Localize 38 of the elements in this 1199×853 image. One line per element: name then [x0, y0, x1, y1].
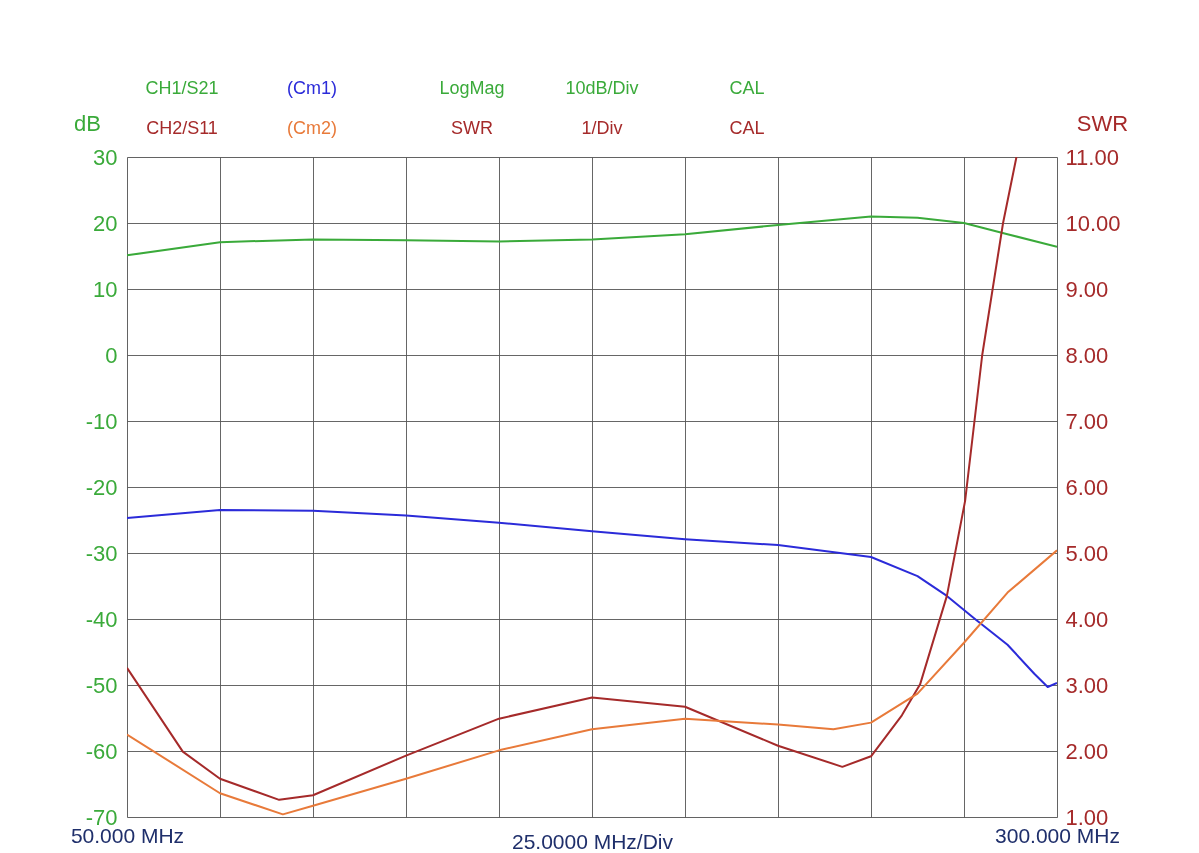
- y2-tick-label: 9.00: [1065, 276, 1109, 302]
- text: (Cm2): [287, 118, 337, 138]
- y2-tick-label: 10.00: [1065, 210, 1121, 236]
- y2-tick-label: 7.00: [1065, 408, 1109, 434]
- y-tick-label: -20: [85, 474, 118, 500]
- y2-tick-label: 1.00: [1065, 804, 1109, 830]
- line-series: [127, 215, 1057, 257]
- line-series: [127, 509, 1057, 688]
- y2-tick-label: 4.00: [1065, 606, 1109, 632]
- y-tick-label: 0: [105, 342, 118, 368]
- y2-tick-label: 2.00: [1065, 738, 1109, 764]
- y2-tick-label: 8.00: [1065, 342, 1109, 368]
- text: CAL: [729, 78, 765, 98]
- text: LogMag: [439, 78, 505, 98]
- y2-tick-label: 11.00: [1065, 144, 1119, 170]
- y2-axis-title: SWR: [1076, 110, 1129, 136]
- line-series: [127, 157, 1018, 801]
- text: CAL: [729, 118, 765, 138]
- y-tick-label: -60: [85, 738, 118, 764]
- y2-tick-label: 3.00: [1065, 672, 1109, 698]
- text: (Cm1): [287, 78, 337, 98]
- y-tick-label: -70: [85, 804, 118, 830]
- y-tick-label: 30: [93, 144, 118, 170]
- x-axis-title: 25.0000 MHz/Div: [511, 829, 674, 853]
- y-tick-label: -10: [85, 408, 118, 434]
- y-tick-label: -30: [85, 540, 118, 566]
- text: CH2/S11: [146, 118, 218, 138]
- text: 10dB/Div: [565, 78, 639, 98]
- y2-tick-label: 6.00: [1065, 474, 1109, 500]
- y-tick-label: -40: [85, 606, 118, 632]
- text: 1/Div: [581, 118, 623, 138]
- y-axis-title: dB: [74, 110, 101, 136]
- y-tick-label: 20: [93, 210, 118, 236]
- y-tick-label: -50: [85, 672, 118, 698]
- y-tick-label: 10: [93, 276, 118, 302]
- text: CH1/S21: [145, 78, 219, 98]
- text: SWR: [451, 118, 493, 138]
- y2-tick-label: 5.00: [1065, 540, 1109, 566]
